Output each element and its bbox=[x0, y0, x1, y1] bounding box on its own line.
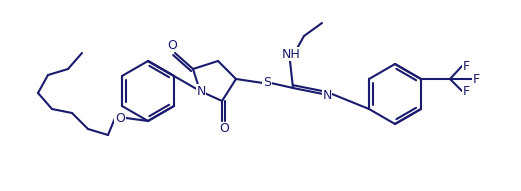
Text: N: N bbox=[196, 84, 206, 97]
Text: N: N bbox=[322, 88, 332, 101]
Text: O: O bbox=[219, 122, 229, 135]
Text: F: F bbox=[463, 84, 469, 97]
Text: F: F bbox=[463, 60, 469, 73]
Text: NH: NH bbox=[282, 48, 301, 61]
Text: O: O bbox=[167, 39, 177, 52]
Text: S: S bbox=[263, 75, 271, 88]
Text: F: F bbox=[473, 73, 479, 86]
Text: O: O bbox=[115, 112, 125, 125]
